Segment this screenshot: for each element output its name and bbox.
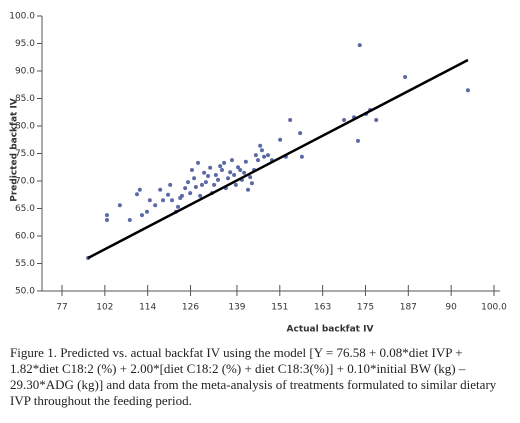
point — [236, 165, 241, 170]
point — [206, 174, 211, 179]
point — [258, 143, 263, 148]
point — [238, 168, 243, 172]
point — [266, 153, 271, 158]
point — [233, 182, 238, 187]
point — [202, 170, 207, 175]
point — [355, 138, 360, 143]
y-tick-label: 80.0 — [15, 122, 35, 132]
x-tick-label: 139 — [228, 303, 245, 313]
point — [179, 193, 184, 198]
y-tick-label: 95.0 — [15, 39, 35, 49]
x-tick-label: 163 — [314, 303, 331, 313]
point — [357, 43, 362, 48]
x-tick-label: 175 — [357, 303, 374, 313]
point — [249, 181, 254, 186]
point — [104, 218, 109, 223]
point — [168, 182, 173, 187]
point — [213, 172, 218, 177]
y-tick-label: 55.0 — [15, 259, 35, 269]
point — [342, 117, 347, 122]
point — [243, 159, 248, 164]
point — [104, 213, 109, 218]
y-tick-label: 100.0 — [9, 12, 35, 22]
chart: Actual backfat IV Predicted backfat IV 5… — [9, 12, 507, 335]
point — [259, 148, 264, 153]
y-tick-label: 75.0 — [15, 149, 35, 159]
point — [229, 158, 234, 163]
point — [288, 117, 293, 122]
point — [153, 203, 158, 208]
point — [183, 186, 188, 191]
point — [253, 153, 258, 158]
x-tick-label: 187 — [400, 303, 417, 313]
y-tick-label: 85.0 — [15, 94, 35, 104]
point — [188, 191, 193, 196]
point — [193, 185, 198, 190]
y-axis-label: Predicted backfat IV — [10, 98, 20, 202]
point — [199, 182, 204, 187]
point — [158, 187, 163, 192]
point — [218, 164, 223, 169]
x-tick-label: 151 — [271, 303, 288, 313]
point — [242, 170, 247, 175]
x-tick-label: 100.0 — [481, 303, 507, 313]
y-tick-label: 90.0 — [15, 67, 35, 77]
point — [166, 192, 171, 197]
point — [465, 88, 470, 93]
point — [246, 187, 251, 192]
point — [216, 177, 221, 182]
point — [222, 160, 227, 165]
y-tick-label: 65.0 — [15, 204, 35, 214]
y-tick-label: 60.0 — [15, 232, 35, 242]
x-tick-label: 126 — [182, 303, 199, 313]
point — [278, 137, 283, 142]
point — [208, 165, 213, 170]
point — [134, 192, 139, 197]
point — [196, 160, 201, 165]
point — [219, 168, 224, 172]
point — [248, 175, 253, 180]
point — [139, 213, 144, 218]
point — [232, 172, 237, 177]
point — [299, 154, 304, 159]
caption: Figure 1. Predicted vs. actual backfat I… — [10, 345, 497, 408]
point — [198, 193, 203, 198]
point — [228, 170, 233, 175]
point — [161, 198, 166, 203]
x-axis-label: Actual backfat IV — [287, 325, 374, 335]
x-tick-label: 77 — [56, 303, 67, 313]
point — [203, 180, 208, 185]
point — [147, 198, 152, 203]
point — [176, 204, 181, 209]
point — [226, 176, 231, 181]
point — [117, 203, 122, 208]
point — [186, 180, 191, 185]
x-tick-label: 114 — [139, 303, 156, 313]
point — [374, 117, 379, 122]
x-tick-label: 90 — [445, 303, 457, 313]
point — [403, 75, 408, 80]
point — [127, 218, 132, 223]
y-tick-label: 70.0 — [15, 177, 35, 187]
point — [262, 154, 267, 159]
y-tick-label: 50.0 — [15, 287, 35, 297]
x-tick-label: 102 — [96, 303, 113, 313]
point — [137, 187, 142, 192]
point — [298, 131, 303, 136]
point — [192, 176, 197, 181]
point — [144, 209, 149, 214]
point — [212, 182, 217, 187]
point — [256, 158, 261, 163]
point — [169, 198, 174, 203]
point — [189, 168, 194, 172]
fit-line — [87, 58, 469, 260]
